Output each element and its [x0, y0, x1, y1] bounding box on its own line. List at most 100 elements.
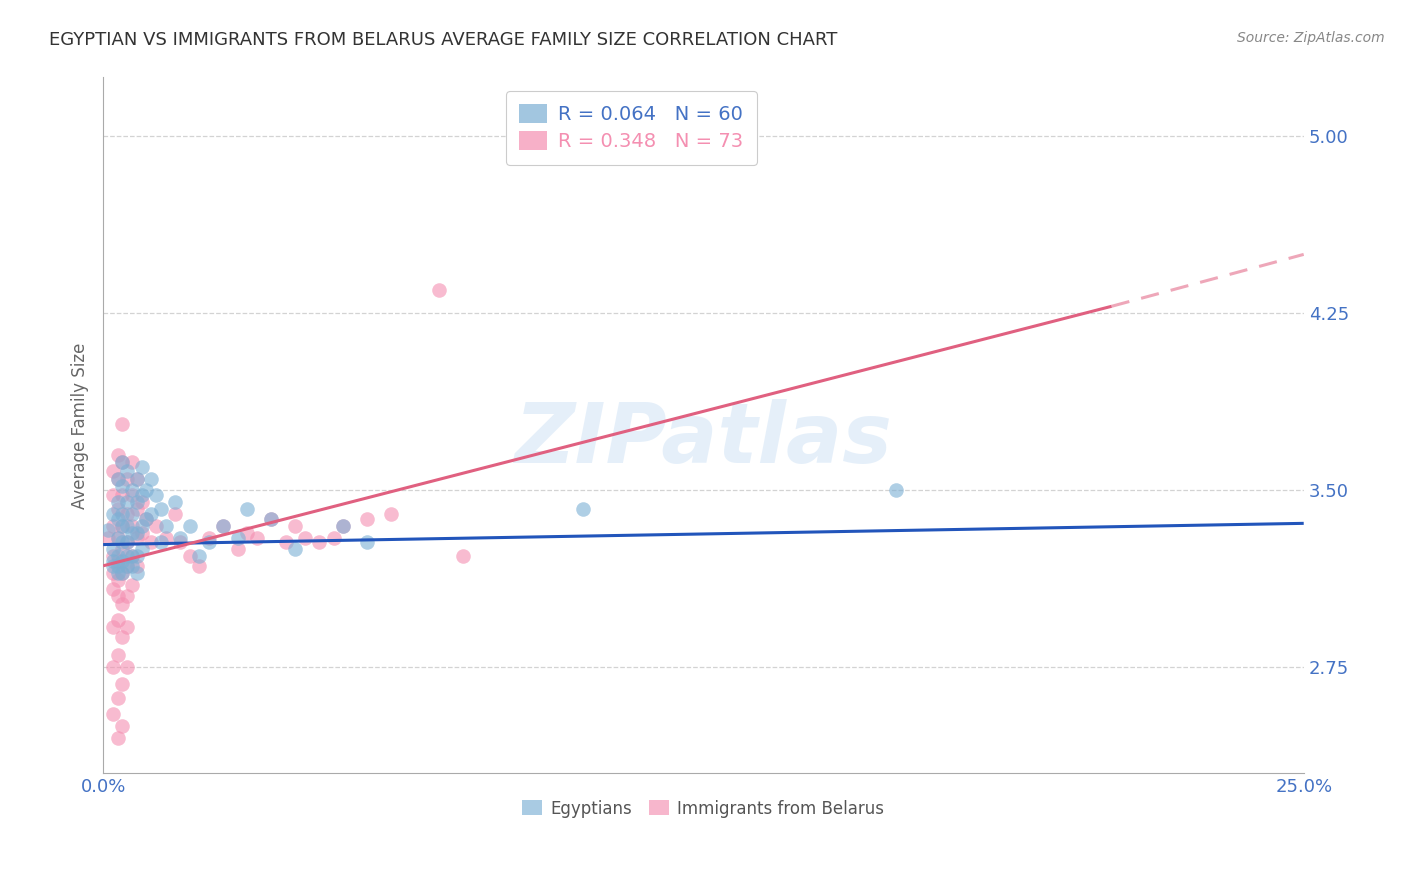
Point: [236, 525, 259, 540]
Point: [101, 707, 124, 722]
Point: [111, 566, 134, 580]
Point: [115, 558, 138, 573]
Point: [125, 558, 148, 573]
Point: [115, 507, 138, 521]
Point: [121, 525, 143, 540]
Point: [260, 511, 283, 525]
Point: [107, 613, 129, 627]
Point: [131, 459, 153, 474]
Point: [115, 660, 138, 674]
Point: [149, 502, 172, 516]
Point: [107, 511, 129, 525]
Point: [107, 531, 129, 545]
Point: [322, 531, 344, 545]
Point: [165, 507, 187, 521]
Point: [226, 531, 249, 545]
Point: [121, 455, 143, 469]
Point: [356, 535, 378, 549]
Point: [141, 471, 163, 485]
Point: [141, 535, 163, 549]
Point: [197, 531, 219, 545]
Point: [121, 507, 143, 521]
Point: [97, 531, 120, 545]
Point: [101, 660, 124, 674]
Point: [107, 648, 129, 663]
Point: [115, 471, 138, 485]
Point: [111, 417, 134, 432]
Point: [131, 495, 153, 509]
Point: [179, 518, 201, 533]
Point: [121, 577, 143, 591]
Point: [101, 554, 124, 568]
Point: [260, 511, 283, 525]
Point: [125, 495, 148, 509]
Point: [101, 465, 124, 479]
Point: [380, 507, 402, 521]
Point: [226, 542, 249, 557]
Point: [107, 590, 129, 604]
Point: [135, 511, 157, 525]
Point: [107, 690, 129, 705]
Point: [131, 525, 153, 540]
Point: [131, 488, 153, 502]
Point: [101, 620, 124, 634]
Point: [101, 549, 124, 564]
Point: [308, 535, 330, 549]
Point: [427, 283, 450, 297]
Text: ZIPatlas: ZIPatlas: [515, 399, 893, 480]
Point: [121, 558, 143, 573]
Point: [115, 518, 138, 533]
Point: [107, 558, 129, 573]
Point: [111, 507, 134, 521]
Point: [125, 531, 148, 545]
Point: [111, 455, 134, 469]
Point: [111, 566, 134, 580]
Point: [115, 465, 138, 479]
Point: [101, 507, 124, 521]
Text: EGYPTIAN VS IMMIGRANTS FROM BELARUS AVERAGE FAMILY SIZE CORRELATION CHART: EGYPTIAN VS IMMIGRANTS FROM BELARUS AVER…: [49, 31, 838, 49]
Point: [107, 471, 129, 485]
Point: [111, 535, 134, 549]
Point: [155, 518, 177, 533]
Legend: Egyptians, Immigrants from Belarus: Egyptians, Immigrants from Belarus: [516, 793, 891, 824]
Point: [332, 518, 354, 533]
Point: [188, 558, 211, 573]
Point: [125, 566, 148, 580]
Point: [453, 549, 475, 564]
Point: [111, 518, 134, 533]
Point: [111, 488, 134, 502]
Point: [111, 630, 134, 644]
Point: [188, 549, 211, 564]
Point: [111, 478, 134, 492]
Point: [284, 518, 307, 533]
Point: [115, 558, 138, 573]
Point: [274, 535, 297, 549]
Point: [294, 531, 316, 545]
Point: [169, 535, 191, 549]
Point: [115, 495, 138, 509]
Point: [135, 483, 157, 498]
Point: [131, 542, 153, 557]
Point: [111, 518, 134, 533]
Point: [107, 495, 129, 509]
Point: [107, 471, 129, 485]
Point: [107, 531, 129, 545]
Point: [332, 518, 354, 533]
Point: [107, 549, 129, 564]
Point: [165, 495, 187, 509]
Point: [101, 582, 124, 597]
Point: [107, 731, 129, 745]
Point: [125, 502, 148, 516]
Point: [236, 502, 259, 516]
Point: [115, 620, 138, 634]
Point: [884, 483, 907, 498]
Point: [121, 549, 143, 564]
Point: [121, 483, 143, 498]
Point: [115, 535, 138, 549]
Point: [111, 542, 134, 557]
Point: [131, 518, 153, 533]
Point: [115, 535, 138, 549]
Point: [212, 518, 235, 533]
Point: [107, 448, 129, 462]
Point: [111, 677, 134, 691]
